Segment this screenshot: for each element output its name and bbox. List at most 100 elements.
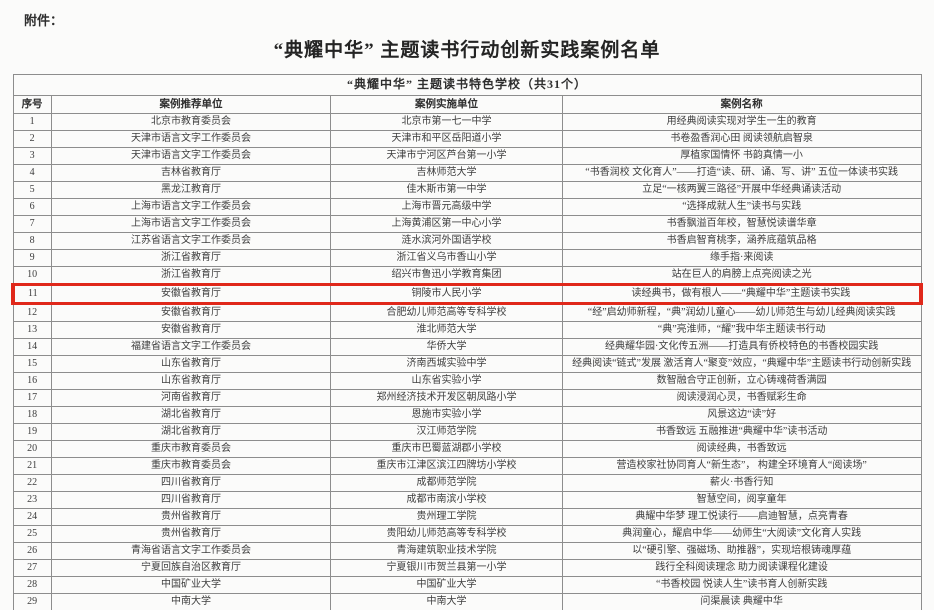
cell-recommender: 四川省教育厅 [50,474,332,492]
table-row: 25 贵州省教育厅 贵阳幼儿师范高等专科学校 典润童心，耀启中华——幼师生“大阅… [12,525,922,543]
cell-no: 29 [12,593,52,610]
cell-no: 19 [12,423,52,441]
page-title: “典耀中华” 主题读书行动创新实践案例名单 [273,40,661,61]
cell-recommender: 湖北省教育厅 [50,406,332,424]
cell-recommender: 北京市教育委员会 [50,113,332,131]
cell-case-name: 用经典阅读实现对学生一生的教育 [561,113,922,131]
cell-case-name: “典”亮淮师，“耀”我中华主题读书行动 [561,321,922,339]
table-row: 12 安徽省教育厅 合肥幼儿师范高等专科学校 “经”启幼师新程，“典”润幼儿童心… [12,303,922,322]
table-row: 3 天津市语言文字工作委员会 天津市宁河区芦台第一小学 厚植家国情怀 书韵真情一… [12,147,922,165]
table-row: 24 贵州省教育厅 贵州理工学院 典耀中华梦 理工悦读行——启迪智慧，点亮青春 [12,508,922,526]
table-row: 7 上海市语言文字工作委员会 上海黄浦区第一中心小学 书香飘溢百年校，智慧悦读谱… [12,215,922,233]
table-body: “典耀中华” 主题读书特色学校（共31个） 序号 案例推荐单位 案例实施单位 案… [10,74,923,610]
cell-case-name: 书香飘溢百年校，智慧悦读谱华章 [561,215,922,233]
cell-recommender: 重庆市教育委员会 [50,457,332,475]
table-row: 15 山东省教育厅 济南西城实验中学 经典阅读“链式”发展 激活育人“聚变”效应… [12,355,922,373]
cell-recommender: 山东省教育厅 [50,372,332,390]
cell-no: 10 [12,266,52,285]
cell-case-name: 缘手指·来阅读 [561,249,922,267]
cell-case-name: “书香润校 文化育人”——打造“读、研、诵、写、讲” 五位一体读书实践 [561,164,922,182]
table-row: 14 福建省语言文字工作委员会 华侨大学 经典耀华园·文化传五洲——打造具有侨校… [12,338,922,356]
cell-case-name: 书卷盈香润心田 阅读领航启智泉 [561,130,922,148]
cell-no: 25 [12,525,52,543]
cell-implementer: 合肥幼儿师范高等专科学校 [330,303,563,322]
table-caption: “典耀中华” 主题读书特色学校（共31个） [12,74,922,96]
cell-recommender: 安徽省教育厅 [50,321,332,339]
cell-case-name: 经典阅读“链式”发展 激活育人“聚变”效应，“典耀中华”主题读书行动创新实践 [561,355,922,373]
cell-implementer: 上海黄浦区第一中心小学 [330,215,563,233]
cell-recommender: 天津市语言文字工作委员会 [50,147,332,165]
cell-case-name: 阅读经典，书香致远 [561,440,922,458]
cell-recommender: 宁夏回族自治区教育厅 [50,559,332,577]
cell-no: 3 [12,147,52,165]
cell-implementer: 青海建筑职业技术学院 [330,542,563,560]
cell-no: 18 [12,406,52,424]
table-row: 5 黑龙江教育厅 佳木斯市第一中学 立足“一核两翼三路径”开展中华经典诵读活动 [12,181,922,199]
cell-no: 11 [10,283,52,305]
cell-no: 28 [12,576,52,594]
cell-recommender: 吉林省教育厅 [50,164,332,182]
cell-implementer: 铜陵市人民小学 [330,283,563,305]
table-row: 10 浙江省教育厅 绍兴市鲁迅小学教育集团 站在巨人的肩膀上点亮阅读之光 [12,266,922,285]
cell-recommender: 贵州省教育厅 [50,525,332,543]
table-row: 26 青海省语言文字工作委员会 青海建筑职业技术学院 以“硬引擎、强磁场、助推器… [12,542,922,560]
cell-case-name: 以“硬引擎、强磁场、助推器”，实现培根铸魂厚蕴 [561,542,922,560]
cell-case-name: 典润童心，耀启中华——幼师生“大阅读”文化育人实践 [561,525,922,543]
cell-implementer: 中国矿业大学 [330,576,563,594]
cell-recommender: 安徽省教育厅 [50,283,332,305]
cell-implementer: 北京市第一七一中学 [330,113,563,131]
cell-recommender: 湖北省教育厅 [50,423,332,441]
cell-no: 20 [12,440,52,458]
table-row: 2 天津市语言文字工作委员会 天津市和平区岳阳道小学 书卷盈香润心田 阅读领航启… [12,130,922,148]
cell-no: 8 [12,232,52,250]
cell-implementer: 上海市晋元高级中学 [330,198,563,216]
cell-recommender: 上海市语言文字工作委员会 [50,198,332,216]
table-header-row: 序号 案例推荐单位 案例实施单位 案例名称 [12,95,922,114]
cell-no: 14 [12,338,52,356]
cell-implementer: 天津市宁河区芦台第一小学 [330,147,563,165]
cell-implementer: 恩施市实验小学 [330,406,563,424]
cell-implementer: 贵阳幼儿师范高等专科学校 [330,525,563,543]
cell-case-name: 书香致远 五融推进“典耀中华”读书活动 [561,423,922,441]
table-row: 18 湖北省教育厅 恩施市实验小学 风景这边“读”好 [12,406,922,424]
cell-implementer: 宁夏银川市贺兰县第一小学 [330,559,563,577]
cell-no: 2 [12,130,52,148]
table-row: 28 中国矿业大学 中国矿业大学 “书香校园 悦读人生”读书育人创新实践 [12,576,922,594]
cell-recommender: 贵州省教育厅 [50,508,332,526]
cell-case-name: 经典耀华园·文化传五洲——打造具有侨校特色的书香校园实践 [561,338,922,356]
cell-recommender: 福建省语言文字工作委员会 [50,338,332,356]
cell-implementer: 绍兴市鲁迅小学教育集团 [330,266,563,285]
cell-case-name: 智慧空间，阅享童年 [561,491,922,509]
table-row: 9 浙江省教育厅 浙江省义乌市香山小学 缘手指·来阅读 [12,249,922,267]
cell-implementer: 淮北师范大学 [330,321,563,339]
cell-no: 17 [12,389,52,407]
table-row: 22 四川省教育厅 成都师范学院 薪火·书香行知 [12,474,922,492]
cell-case-name: 厚植家国情怀 书韵真情一小 [561,147,922,165]
cell-implementer: 佳木斯市第一中学 [330,181,563,199]
cell-case-name: 读经典书，做有根人——“典耀中华”主题读书实践 [561,283,923,305]
cell-case-name: “选择成就人生”读书与实践 [561,198,922,216]
cell-no: 22 [12,474,52,492]
table-row: 16 山东省教育厅 山东省实验小学 数智融合守正创新，立心铸魂荷香满园 [12,372,922,390]
cell-implementer: 重庆市巴蜀蓝湖郡小学校 [330,440,563,458]
column-header-case-name: 案例名称 [561,95,922,114]
column-header-implementer: 案例实施单位 [330,95,563,114]
cell-implementer: 成都师范学院 [330,474,563,492]
cell-implementer: 浙江省义乌市香山小学 [330,249,563,267]
cell-case-name: 践行全科阅读理念 助力阅读课程化建设 [561,559,922,577]
table-row: 27 宁夏回族自治区教育厅 宁夏银川市贺兰县第一小学 践行全科阅读理念 助力阅读… [12,559,922,577]
cell-no: 21 [12,457,52,475]
cell-recommender: 青海省语言文字工作委员会 [50,542,332,560]
column-header-no: 序号 [12,95,52,114]
cell-recommender: 中国矿业大学 [50,576,332,594]
cell-no: 16 [12,372,52,390]
cell-recommender: 浙江省教育厅 [50,266,332,285]
cell-case-name: “书香校园 悦读人生”读书育人创新实践 [561,576,922,594]
cell-implementer: 成都市南滨小学校 [330,491,563,509]
cell-case-name: 风景这边“读”好 [561,406,922,424]
cell-recommender: 中南大学 [50,593,332,610]
table-row: 11 安徽省教育厅 铜陵市人民小学 读经典书，做有根人——“典耀中华”主题读书实… [10,283,923,305]
cell-recommender: 河南省教育厅 [50,389,332,407]
cell-no: 5 [12,181,52,199]
